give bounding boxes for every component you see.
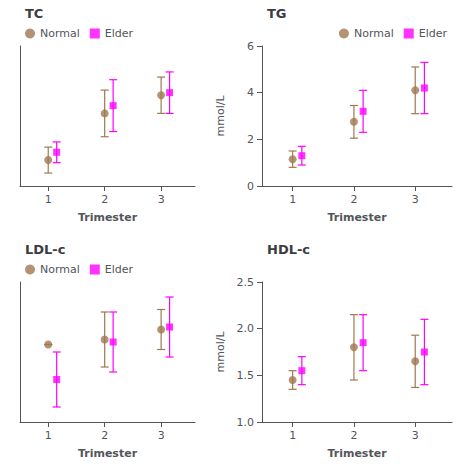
svg-text:4: 4 [247, 86, 254, 99]
svg-text:1.0: 1.0 [237, 416, 255, 429]
svg-text:2.0: 2.0 [237, 322, 255, 335]
svg-text:Normal: Normal [40, 263, 80, 276]
svg-text:Elder: Elder [105, 27, 134, 40]
svg-text:Trimester: Trimester [327, 211, 387, 224]
svg-text:6: 6 [247, 40, 254, 53]
svg-text:1: 1 [289, 429, 296, 442]
svg-text:mmol/L: mmol/L [214, 95, 227, 137]
svg-text:Normal: Normal [354, 27, 394, 40]
svg-text:2.5: 2.5 [237, 276, 255, 289]
svg-text:mmol/L: mmol/L [214, 331, 227, 373]
svg-text:TC: TC [25, 6, 43, 21]
svg-text:2: 2 [350, 429, 357, 442]
svg-text:1: 1 [289, 193, 296, 206]
svg-text:Trimester: Trimester [78, 211, 138, 224]
svg-text:2: 2 [101, 193, 108, 206]
svg-text:3: 3 [158, 429, 165, 442]
svg-text:Trimester: Trimester [327, 447, 387, 460]
svg-text:2: 2 [350, 193, 357, 206]
svg-text:2: 2 [247, 133, 254, 146]
svg-text:1: 1 [45, 193, 52, 206]
svg-text:3: 3 [412, 193, 419, 206]
svg-text:LDL-c: LDL-c [25, 242, 65, 257]
svg-text:0: 0 [247, 180, 254, 193]
svg-text:Trimester: Trimester [78, 447, 138, 460]
svg-text:Elder: Elder [105, 263, 134, 276]
svg-text:1: 1 [45, 429, 52, 442]
svg-text:3: 3 [412, 429, 419, 442]
svg-text:Elder: Elder [419, 27, 448, 40]
svg-text:Normal: Normal [40, 27, 80, 40]
svg-text:3: 3 [158, 193, 165, 206]
svg-text:1.5: 1.5 [237, 369, 255, 382]
svg-text:TG: TG [267, 6, 287, 21]
svg-text:2: 2 [101, 429, 108, 442]
svg-text:HDL-c: HDL-c [267, 242, 310, 257]
